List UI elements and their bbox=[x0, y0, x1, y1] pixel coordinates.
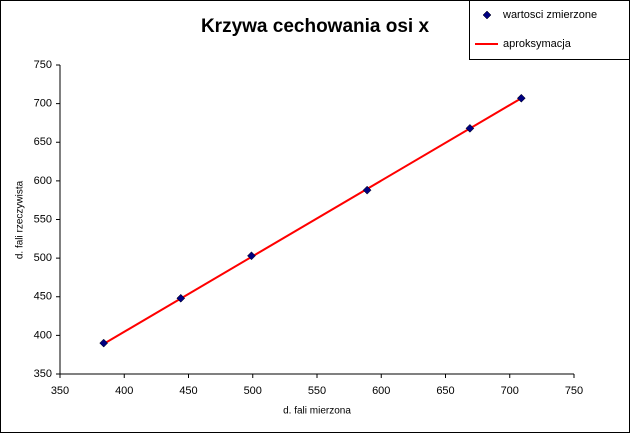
y-tick-label: 700 bbox=[34, 98, 52, 110]
y-tick-label: 550 bbox=[34, 213, 52, 225]
data-point bbox=[362, 185, 372, 195]
x-tick-label: 600 bbox=[372, 385, 390, 397]
legend: wartosci zmierzone aproksymacja bbox=[469, 0, 630, 60]
y-tick-label: 750 bbox=[34, 59, 52, 71]
data-point bbox=[247, 251, 256, 261]
x-tick-label: 450 bbox=[179, 385, 197, 397]
data-point bbox=[176, 293, 186, 303]
x-tick-label: 550 bbox=[308, 385, 326, 397]
y-tick-label: 600 bbox=[34, 175, 52, 187]
x-tick-label: 400 bbox=[115, 385, 133, 397]
legend-marker bbox=[482, 10, 492, 20]
data-point bbox=[516, 93, 526, 103]
x-tick-label: 350 bbox=[51, 385, 69, 397]
legend-label: wartosci zmierzone bbox=[502, 9, 597, 21]
x-tick-label: 650 bbox=[436, 385, 454, 397]
y-tick-label: 400 bbox=[34, 329, 52, 341]
y-tick-label: 500 bbox=[34, 252, 52, 264]
x-tick-label: 700 bbox=[501, 385, 519, 397]
legend-label: aproksymacja bbox=[503, 38, 572, 50]
x-tick-label: 750 bbox=[565, 385, 583, 397]
y-tick-label: 450 bbox=[34, 291, 52, 303]
y-tick-label: 650 bbox=[34, 136, 52, 148]
x-axis-title: d. fali mierzona bbox=[283, 406, 351, 417]
x-tick-label: 500 bbox=[244, 385, 262, 397]
y-axis-title: d. fali rzeczywista bbox=[15, 180, 26, 259]
data-point bbox=[465, 123, 475, 133]
legend-box bbox=[469, 0, 630, 60]
chart-title: Krzywa cechowania osi x bbox=[201, 16, 430, 37]
y-tick-label: 350 bbox=[34, 368, 52, 380]
fit-line bbox=[103, 97, 522, 345]
data-point bbox=[99, 338, 109, 348]
